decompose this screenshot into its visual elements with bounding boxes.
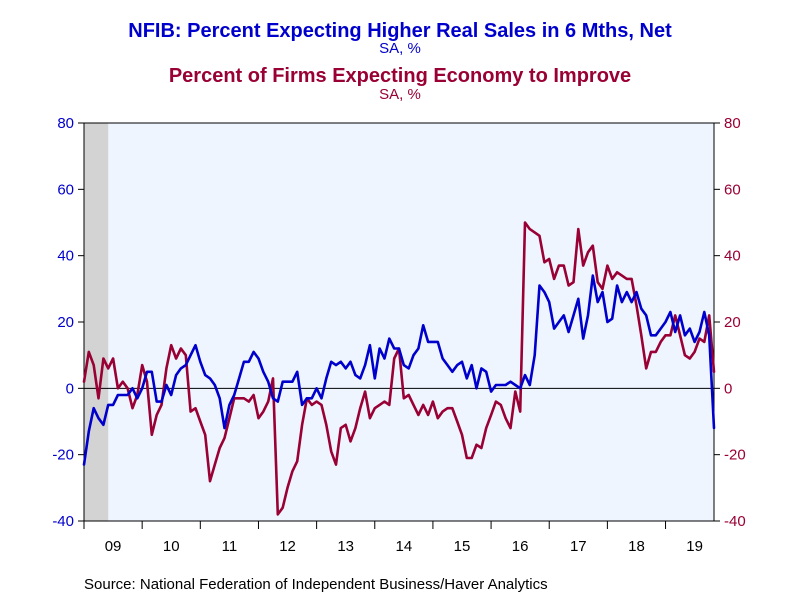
series1-title: NFIB: Percent Expecting Higher Real Sale… — [128, 20, 672, 42]
y-tick-label-left: 80 — [57, 115, 74, 132]
y-tick-label-right: 40 — [724, 248, 741, 265]
y-tick-label-left: 60 — [57, 181, 74, 198]
x-tick-label: 16 — [512, 538, 529, 555]
plot-area — [84, 123, 714, 521]
y-tick-label-left: 20 — [57, 314, 74, 331]
x-tick-label: 10 — [163, 538, 180, 555]
y-tick-label-right: -20 — [724, 447, 746, 464]
y-tick-label-left: 0 — [66, 380, 74, 397]
y-tick-label-left: -20 — [52, 447, 74, 464]
x-tick-label: 13 — [337, 538, 354, 555]
x-tick-label: 14 — [396, 538, 413, 555]
y-tick-label-right: 20 — [724, 314, 741, 331]
y-tick-label-left: 40 — [57, 248, 74, 265]
x-tick-label: 15 — [454, 538, 471, 555]
x-tick-label: 17 — [570, 538, 587, 555]
recession-shade — [84, 123, 109, 521]
y-tick-label-left: -40 — [52, 513, 74, 530]
series1-unit: SA, % — [379, 40, 421, 57]
y-tick-label-right: 60 — [724, 181, 741, 198]
x-tick-label: 09 — [105, 538, 122, 555]
series2-title: Percent of Firms Expecting Economy to Im… — [168, 65, 632, 87]
x-tick-label: 12 — [279, 538, 296, 555]
y-tick-label-right: -40 — [724, 513, 746, 530]
y-tick-label-right: 80 — [724, 115, 741, 132]
series-line-sales-expectations — [82, 274, 716, 466]
x-tick-label: 11 — [222, 538, 238, 555]
y-tick-label-right: 0 — [724, 380, 732, 397]
source-note: Source: National Federation of Independe… — [84, 576, 548, 593]
series2-unit: SA, % — [379, 86, 421, 103]
x-tick-label: 18 — [628, 538, 645, 555]
x-tick-label: 19 — [686, 538, 703, 555]
